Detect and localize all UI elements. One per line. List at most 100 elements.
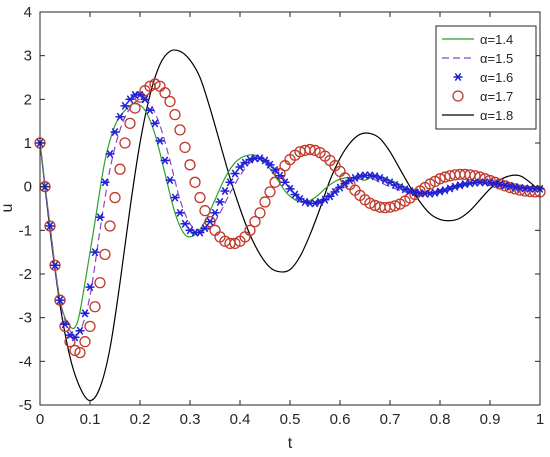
- data-point: [54, 294, 66, 306]
- data-point: [455, 181, 465, 190]
- data-point: [205, 217, 215, 226]
- data-point: [114, 163, 126, 175]
- data-point: [384, 201, 396, 213]
- data-point: [159, 87, 171, 99]
- data-point: [510, 183, 520, 192]
- legend-item: α=1.6: [453, 70, 513, 85]
- legend-box: [435, 25, 537, 130]
- data-point: [490, 179, 500, 188]
- data-point: [254, 207, 266, 219]
- data-point: [335, 183, 345, 192]
- data-point: [264, 186, 276, 198]
- y-axis-label: u: [0, 204, 16, 213]
- legend-item: α=1.7: [452, 89, 513, 104]
- data-point: [85, 283, 95, 292]
- series-4: [39, 49, 541, 402]
- data-point: [259, 196, 271, 208]
- data-point: [45, 221, 55, 231]
- data-point: [235, 162, 245, 172]
- data-point: [74, 346, 86, 359]
- data-point: [179, 141, 191, 154]
- data-point: [365, 171, 375, 180]
- x-tick-label: 0: [36, 411, 44, 428]
- data-point: [410, 188, 420, 197]
- data-point: [180, 219, 190, 228]
- data-point: [260, 156, 270, 165]
- data-point: [100, 178, 110, 187]
- data-point: [495, 180, 505, 189]
- data-point: [89, 301, 101, 313]
- data-point: [94, 277, 106, 289]
- y-tick-label: 1: [24, 135, 32, 152]
- data-point: [195, 228, 205, 237]
- data-point: [99, 248, 111, 261]
- data-point: [355, 172, 365, 181]
- data-point: [69, 344, 81, 357]
- data-point: [199, 205, 211, 217]
- y-tick-label: -5: [19, 397, 32, 414]
- data-point: [104, 220, 116, 232]
- data-point: [79, 336, 91, 348]
- data-point: [64, 336, 76, 348]
- data-point: [290, 190, 300, 199]
- y-tick-label: 0: [24, 179, 32, 196]
- data-point: [389, 200, 401, 212]
- legend-label: α=1.8: [480, 108, 513, 123]
- data-point: [309, 144, 321, 157]
- data-point: [120, 101, 130, 110]
- y-tick-label: 4: [24, 4, 32, 21]
- data-point: [145, 106, 155, 115]
- data-point: [485, 178, 495, 187]
- data-point: [170, 193, 180, 202]
- data-point: [229, 237, 241, 250]
- legend: α=1.4 α=1.5 α=1.6 α=1.7 α=1.8: [435, 25, 537, 130]
- data-point: [164, 95, 176, 108]
- series-3: [34, 78, 546, 359]
- series-layer: [34, 49, 546, 402]
- data-point: [55, 296, 65, 305]
- data-point: [105, 149, 115, 158]
- data-point: [155, 136, 165, 145]
- y-tick-label: 2: [24, 91, 32, 108]
- data-point: [244, 224, 256, 236]
- x-tick-label: 0.9: [480, 411, 501, 428]
- data-point: [425, 189, 435, 198]
- data-point: [469, 170, 481, 182]
- legend-marker-swatch: [453, 72, 463, 82]
- data-point: [109, 191, 121, 204]
- y-tick-label: -3: [19, 310, 32, 327]
- data-point: [434, 173, 446, 185]
- x-tick-label: 0.4: [230, 411, 251, 428]
- data-point: [165, 176, 175, 185]
- y-tick-label: -1: [19, 222, 32, 239]
- x-tick-label: 0.5: [280, 411, 301, 428]
- data-point: [210, 208, 220, 217]
- data-point: [110, 128, 120, 137]
- data-point: [59, 320, 71, 333]
- series-line: [39, 49, 541, 402]
- y-tick-label: 3: [24, 48, 32, 65]
- data-point: [430, 188, 440, 197]
- data-point: [204, 215, 216, 228]
- data-point: [230, 169, 240, 178]
- data-point: [125, 95, 135, 104]
- data-point: [364, 197, 376, 209]
- ticks-layer: 0 0.1 0.2 0.3 0.4 0.5 0.6 0.7 0.8 0.9 1 -5 -4 -3 -2 -1 0…: [19, 4, 545, 428]
- data-point: [95, 213, 105, 222]
- y-tick-label: -2: [19, 266, 32, 283]
- data-point: [225, 178, 235, 187]
- data-point: [450, 182, 460, 191]
- legend-item: α=1.8: [442, 108, 513, 123]
- data-point: [245, 155, 255, 164]
- legend-label: α=1.6: [480, 70, 513, 85]
- data-point: [300, 197, 310, 207]
- x-tick-label: 0.2: [130, 411, 151, 428]
- data-point: [460, 179, 470, 189]
- x-tick-label: 0.1: [80, 411, 101, 428]
- legend-item: α=1.4: [442, 32, 513, 47]
- data-point: [135, 90, 145, 100]
- legend-label: α=1.5: [480, 51, 513, 66]
- data-point: [484, 174, 496, 187]
- data-point: [435, 187, 445, 196]
